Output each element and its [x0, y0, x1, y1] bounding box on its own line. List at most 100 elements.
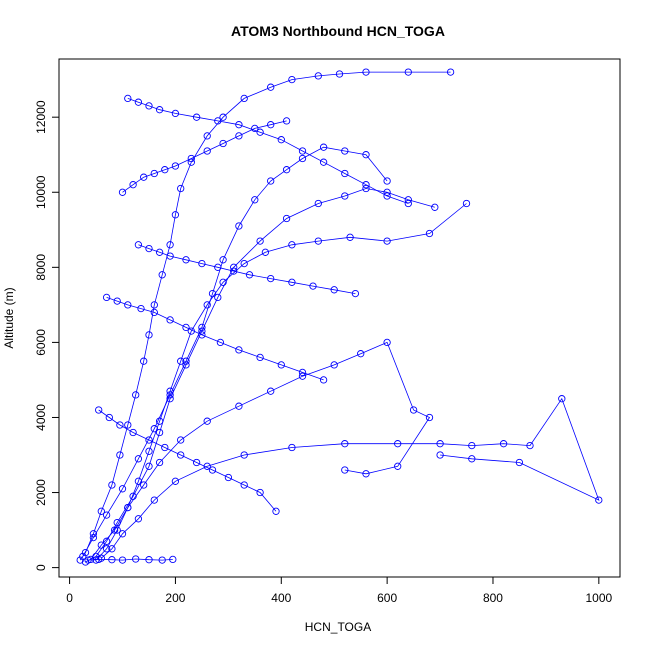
data-point: [208, 289, 217, 298]
data-point: [526, 441, 534, 450]
data-point: [314, 72, 322, 80]
x-axis-label: HCN_TOGA: [305, 620, 371, 634]
data-point: [261, 248, 270, 256]
series-line: [90, 341, 431, 560]
data-point: [335, 70, 344, 78]
data-point: [140, 357, 148, 365]
data-point: [192, 458, 201, 467]
data-point: [267, 387, 275, 395]
data-point: [187, 154, 195, 163]
data-point: [362, 470, 370, 478]
data-point: [230, 263, 238, 271]
data-point: [95, 555, 103, 564]
data-point: [240, 481, 248, 489]
data-point: [362, 68, 370, 76]
y-axis: 0 2000 4000 6000 8000 10000 12000: [34, 100, 60, 571]
data-point: [182, 357, 190, 365]
data-point: [330, 361, 338, 369]
data-point: [113, 526, 121, 534]
data-point: [214, 263, 222, 271]
data-point: [515, 458, 524, 467]
data-point: [383, 237, 391, 245]
data-point: [277, 136, 285, 144]
x-tick-label: 1000: [585, 591, 612, 605]
series-10: [84, 555, 177, 564]
data-point: [277, 361, 285, 369]
data-point: [102, 293, 111, 302]
data-point: [155, 428, 164, 437]
data-point: [102, 537, 111, 545]
data-point: [118, 556, 127, 564]
data-point: [95, 406, 103, 414]
data-point: [230, 267, 238, 275]
series-line: [101, 397, 600, 559]
data-point: [235, 132, 243, 140]
data-point: [425, 413, 434, 422]
data-point: [118, 530, 127, 538]
data-point: [314, 237, 322, 245]
series-line: [122, 120, 287, 193]
series-line: [88, 558, 173, 561]
data-point: [177, 184, 185, 193]
data-point: [436, 440, 444, 448]
data-point: [240, 259, 248, 268]
data-point: [177, 436, 185, 444]
data-point: [425, 229, 434, 238]
data-point: [282, 214, 291, 223]
series-6: [118, 117, 291, 196]
data-point: [298, 368, 307, 377]
data-point: [319, 158, 328, 166]
x-tick-label: 800: [483, 591, 503, 605]
data-point: [394, 440, 402, 448]
data-point: [129, 428, 137, 437]
data-point: [272, 507, 280, 515]
x-axis: 0 200 400 600 800 1000: [66, 576, 613, 605]
data-point: [132, 555, 140, 563]
data-point: [282, 166, 291, 174]
data-point: [383, 188, 391, 196]
data-point: [134, 515, 143, 523]
y-tick-label: 10000: [34, 175, 48, 209]
data-point: [362, 184, 370, 193]
data-point: [436, 451, 444, 459]
series-5: [79, 143, 391, 561]
series-4: [92, 199, 471, 564]
data-point: [383, 192, 391, 200]
data-point: [118, 188, 127, 196]
data-point: [314, 199, 322, 208]
data-point: [341, 466, 349, 474]
data-point: [431, 203, 439, 211]
data-point: [169, 555, 177, 564]
data-point: [309, 282, 317, 290]
data-point: [132, 391, 140, 399]
data-point: [298, 154, 307, 163]
series-line: [85, 188, 435, 563]
data-point: [216, 338, 225, 347]
data-point: [145, 436, 153, 444]
data-point: [192, 113, 201, 121]
data-point: [166, 316, 174, 324]
data-point: [499, 440, 508, 448]
data-point: [256, 488, 264, 497]
data-point: [171, 477, 180, 485]
data-point: [182, 256, 190, 264]
data-point: [145, 462, 153, 470]
data-point: [161, 443, 169, 452]
data-point: [219, 113, 227, 121]
data-point: [76, 556, 84, 564]
data-point: [137, 304, 145, 313]
x-tick-label: 400: [271, 591, 291, 605]
data-point: [267, 83, 275, 91]
data-point: [319, 143, 328, 151]
data-point: [145, 331, 153, 339]
data-point: [124, 301, 132, 309]
data-point: [108, 481, 116, 489]
data-point: [124, 94, 132, 103]
data-point: [203, 417, 211, 425]
data-point: [256, 353, 264, 362]
data-point: [235, 402, 243, 410]
y-tick-label: 0: [34, 564, 48, 571]
data-point: [383, 177, 391, 185]
plot-frame: [58, 58, 621, 578]
